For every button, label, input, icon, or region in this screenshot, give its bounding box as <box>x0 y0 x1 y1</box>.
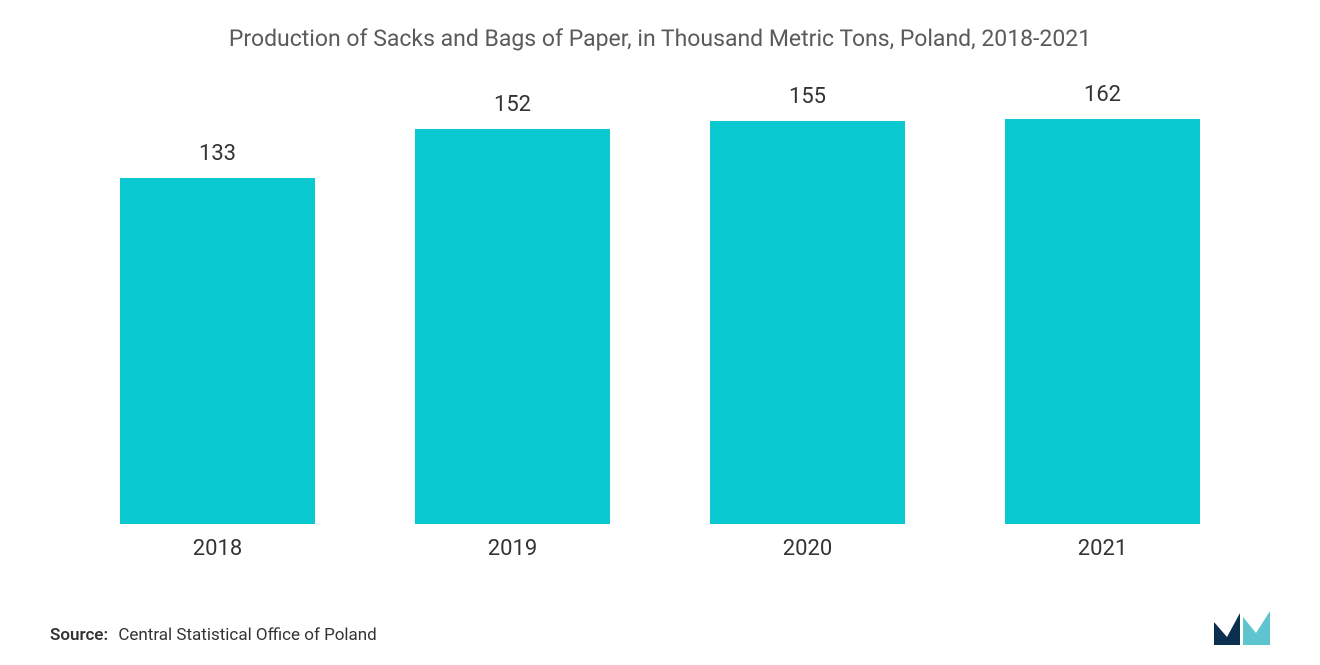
source-line: Source: Central Statistical Office of Po… <box>50 625 377 645</box>
bar-value-label: 162 <box>1084 82 1121 107</box>
bar-value-label: 155 <box>789 84 826 109</box>
bar <box>1005 119 1200 524</box>
bar-group-0: 133 <box>70 82 365 524</box>
x-axis-label: 2021 <box>955 536 1250 561</box>
chart-title: Production of Sacks and Bags of Paper, i… <box>50 25 1270 52</box>
source-label: Source: <box>50 625 108 645</box>
bar-group-1: 152 <box>365 82 660 524</box>
bar <box>415 129 610 524</box>
bar-value-label: 152 <box>494 92 531 117</box>
chart-container: Production of Sacks and Bags of Paper, i… <box>0 0 1320 665</box>
bar <box>120 178 315 524</box>
bar-group-2: 155 <box>660 82 955 524</box>
mordor-intelligence-logo-icon <box>1214 611 1270 645</box>
x-axis-label: 2020 <box>660 536 955 561</box>
x-axis-label: 2019 <box>365 536 660 561</box>
x-axis-label: 2018 <box>70 536 365 561</box>
bar <box>710 121 905 524</box>
chart-footer: Source: Central Statistical Office of Po… <box>50 561 1270 655</box>
x-axis-labels: 2018 2019 2020 2021 <box>50 524 1270 561</box>
source-text: Central Statistical Office of Poland <box>118 625 376 645</box>
bar-group-3: 162 <box>955 82 1250 524</box>
bar-value-label: 133 <box>199 141 236 166</box>
plot-area: 133 152 155 162 <box>50 82 1270 524</box>
